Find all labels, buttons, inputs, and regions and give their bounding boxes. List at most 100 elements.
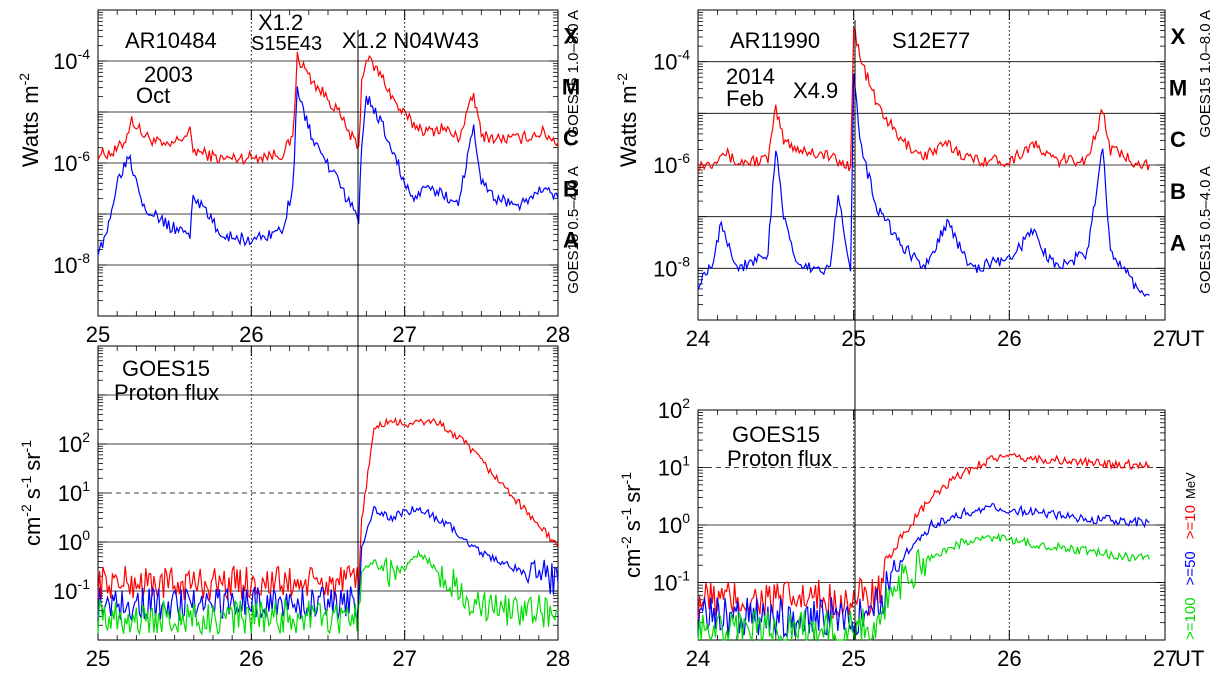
y-tick-base: 10 <box>653 153 677 178</box>
legend-item: >=100 <box>1182 597 1199 640</box>
y-axis-label-main: cm <box>20 517 45 546</box>
y-tick-base: 10 <box>658 456 682 481</box>
y-tick-label: 101 <box>658 453 690 481</box>
flare1-location: S15E43 <box>251 33 322 55</box>
y-tick-label: 10-6 <box>653 150 690 178</box>
y-axis-label-unit: m <box>18 85 43 103</box>
y-tick-base: 10 <box>653 256 677 281</box>
y-tick-base: 10 <box>653 571 677 596</box>
y-tick-exponent: -1 <box>78 576 91 592</box>
x-tick-label: 25 <box>841 326 865 351</box>
y-axis-label: Watts m-2 <box>16 73 43 167</box>
legend-unit: MeV <box>1183 472 1198 499</box>
location-label: S12E77 <box>892 28 970 53</box>
flare-class-label: C <box>563 126 579 151</box>
right-label-short: GOES15 0.5–4.0 A <box>565 166 582 294</box>
y-axis-label-exp: -1 <box>18 440 34 453</box>
flare-class-label: M <box>562 75 580 100</box>
y-tick-label: 10-1 <box>53 576 90 604</box>
panel-bottom-left: 25 26 27 2810210110010-1cm-2s-1sr-1GOES15Pr… <box>18 345 570 671</box>
series-line-1 <box>97 505 559 623</box>
y-axis-label-exp: -2 <box>618 536 634 549</box>
y-tick-base: 10 <box>58 481 82 506</box>
y-axis-label-sr: sr <box>620 484 645 502</box>
x-tick-label: 24 <box>686 646 710 671</box>
x-tick-label: 25 <box>841 646 865 671</box>
x-tick-label: 26 <box>239 322 263 347</box>
series-line-0 <box>97 51 559 166</box>
y-tick-label: 101 <box>58 478 90 506</box>
y-axis-label: Watts m-2 <box>614 73 641 167</box>
panel-subtitle: Proton flux <box>727 446 832 471</box>
series-line-1 <box>97 86 559 256</box>
x-tick-label: 25 <box>86 322 110 347</box>
right-label-long: GOES15 1.0–8.0 A <box>565 10 582 138</box>
x-tick-label: 28 <box>546 322 570 347</box>
y-tick-exponent: 0 <box>82 527 90 543</box>
y-tick-exponent: -6 <box>78 148 91 164</box>
flare-class-label: B <box>563 177 579 202</box>
y-tick-base: 10 <box>658 398 682 423</box>
y-axis-label-exp: -1 <box>618 508 634 521</box>
series-line-2 <box>697 532 1150 643</box>
flare2-label: X1.2 N04W43 <box>342 28 479 53</box>
date-month: Oct <box>136 83 170 108</box>
series-line-0 <box>697 452 1150 620</box>
y-tick-base: 10 <box>653 50 677 75</box>
flare-class-label: M <box>1169 76 1187 101</box>
panel-bottom-right: 24 25 26 27UT10210110010-1cm-2s-1sr-1GOES15… <box>618 395 1204 671</box>
y-tick-base: 10 <box>53 253 77 278</box>
y-axis-label-main: Watts <box>616 112 641 167</box>
y-tick-base: 10 <box>58 432 82 457</box>
y-tick-exponent: -4 <box>678 47 691 63</box>
flare-class-label: B <box>1170 179 1186 204</box>
x-tick-label: 25 <box>86 646 110 671</box>
y-axis-label: cm-2s-1sr-1 <box>618 472 645 578</box>
y-axis-label: cm-2s-1sr-1 <box>18 440 45 546</box>
flare-class-label: X <box>1171 24 1186 49</box>
region-label: AR11990 <box>730 28 820 53</box>
region-label: AR10484 <box>125 28 217 53</box>
series-line-1 <box>697 73 1150 297</box>
panel-title: GOES15 <box>122 356 210 381</box>
y-tick-label: 10-8 <box>653 253 690 281</box>
y-tick-base: 10 <box>53 151 77 176</box>
series-line-0 <box>97 416 559 602</box>
y-tick-label: 10-1 <box>653 568 690 596</box>
y-tick-label: 10-4 <box>53 46 90 74</box>
flare-class-label: C <box>1170 127 1186 152</box>
panel-subtitle: Proton flux <box>114 380 219 405</box>
x-tick-label: 27 <box>392 646 416 671</box>
y-tick-label: 102 <box>58 429 90 457</box>
x-unit-label: UT <box>1175 646 1204 671</box>
y-tick-exponent: -1 <box>678 568 691 584</box>
legend-item: >=10 <box>1182 505 1199 539</box>
y-tick-label: 10-8 <box>53 250 90 278</box>
x-tick-label: 27 <box>1153 326 1177 351</box>
x-tick-label: 24 <box>686 326 710 351</box>
y-tick-exponent: 1 <box>82 478 90 494</box>
series-line-0 <box>697 27 1150 172</box>
flare1-class: X1.2 <box>258 10 303 35</box>
panel-top-right: 24 25 26 27UT10-410-610-8XMCBAWattsm-2AR119… <box>614 9 1214 351</box>
y-axis-label-main: cm <box>620 549 645 578</box>
y-axis-label-unit: m <box>616 85 641 103</box>
series-line-1 <box>697 503 1150 639</box>
x-tick-label: 27 <box>392 322 416 347</box>
date-year: 2014 <box>726 64 775 89</box>
panel-title: GOES15 <box>732 422 820 447</box>
y-tick-exponent: 2 <box>682 395 690 411</box>
y-tick-label: 10-4 <box>653 47 690 75</box>
y-axis-label-sr: sr <box>20 452 45 470</box>
y-tick-label: 100 <box>658 510 690 538</box>
x-tick-label: 27 <box>1153 646 1177 671</box>
y-tick-label: 10-6 <box>53 148 90 176</box>
x-tick-label: 26 <box>239 646 263 671</box>
flare-class-label: A <box>563 228 579 253</box>
y-tick-exponent: 2 <box>82 429 90 445</box>
y-tick-base: 10 <box>53 579 77 604</box>
y-axis-label-exp: -1 <box>18 476 34 489</box>
panel-top-left: 25 26 27 2810-410-610-8XMCBAWattsm-2AR10484… <box>16 9 582 347</box>
y-tick-exponent: -4 <box>78 46 91 62</box>
y-axis-label-main: Watts <box>18 112 43 167</box>
